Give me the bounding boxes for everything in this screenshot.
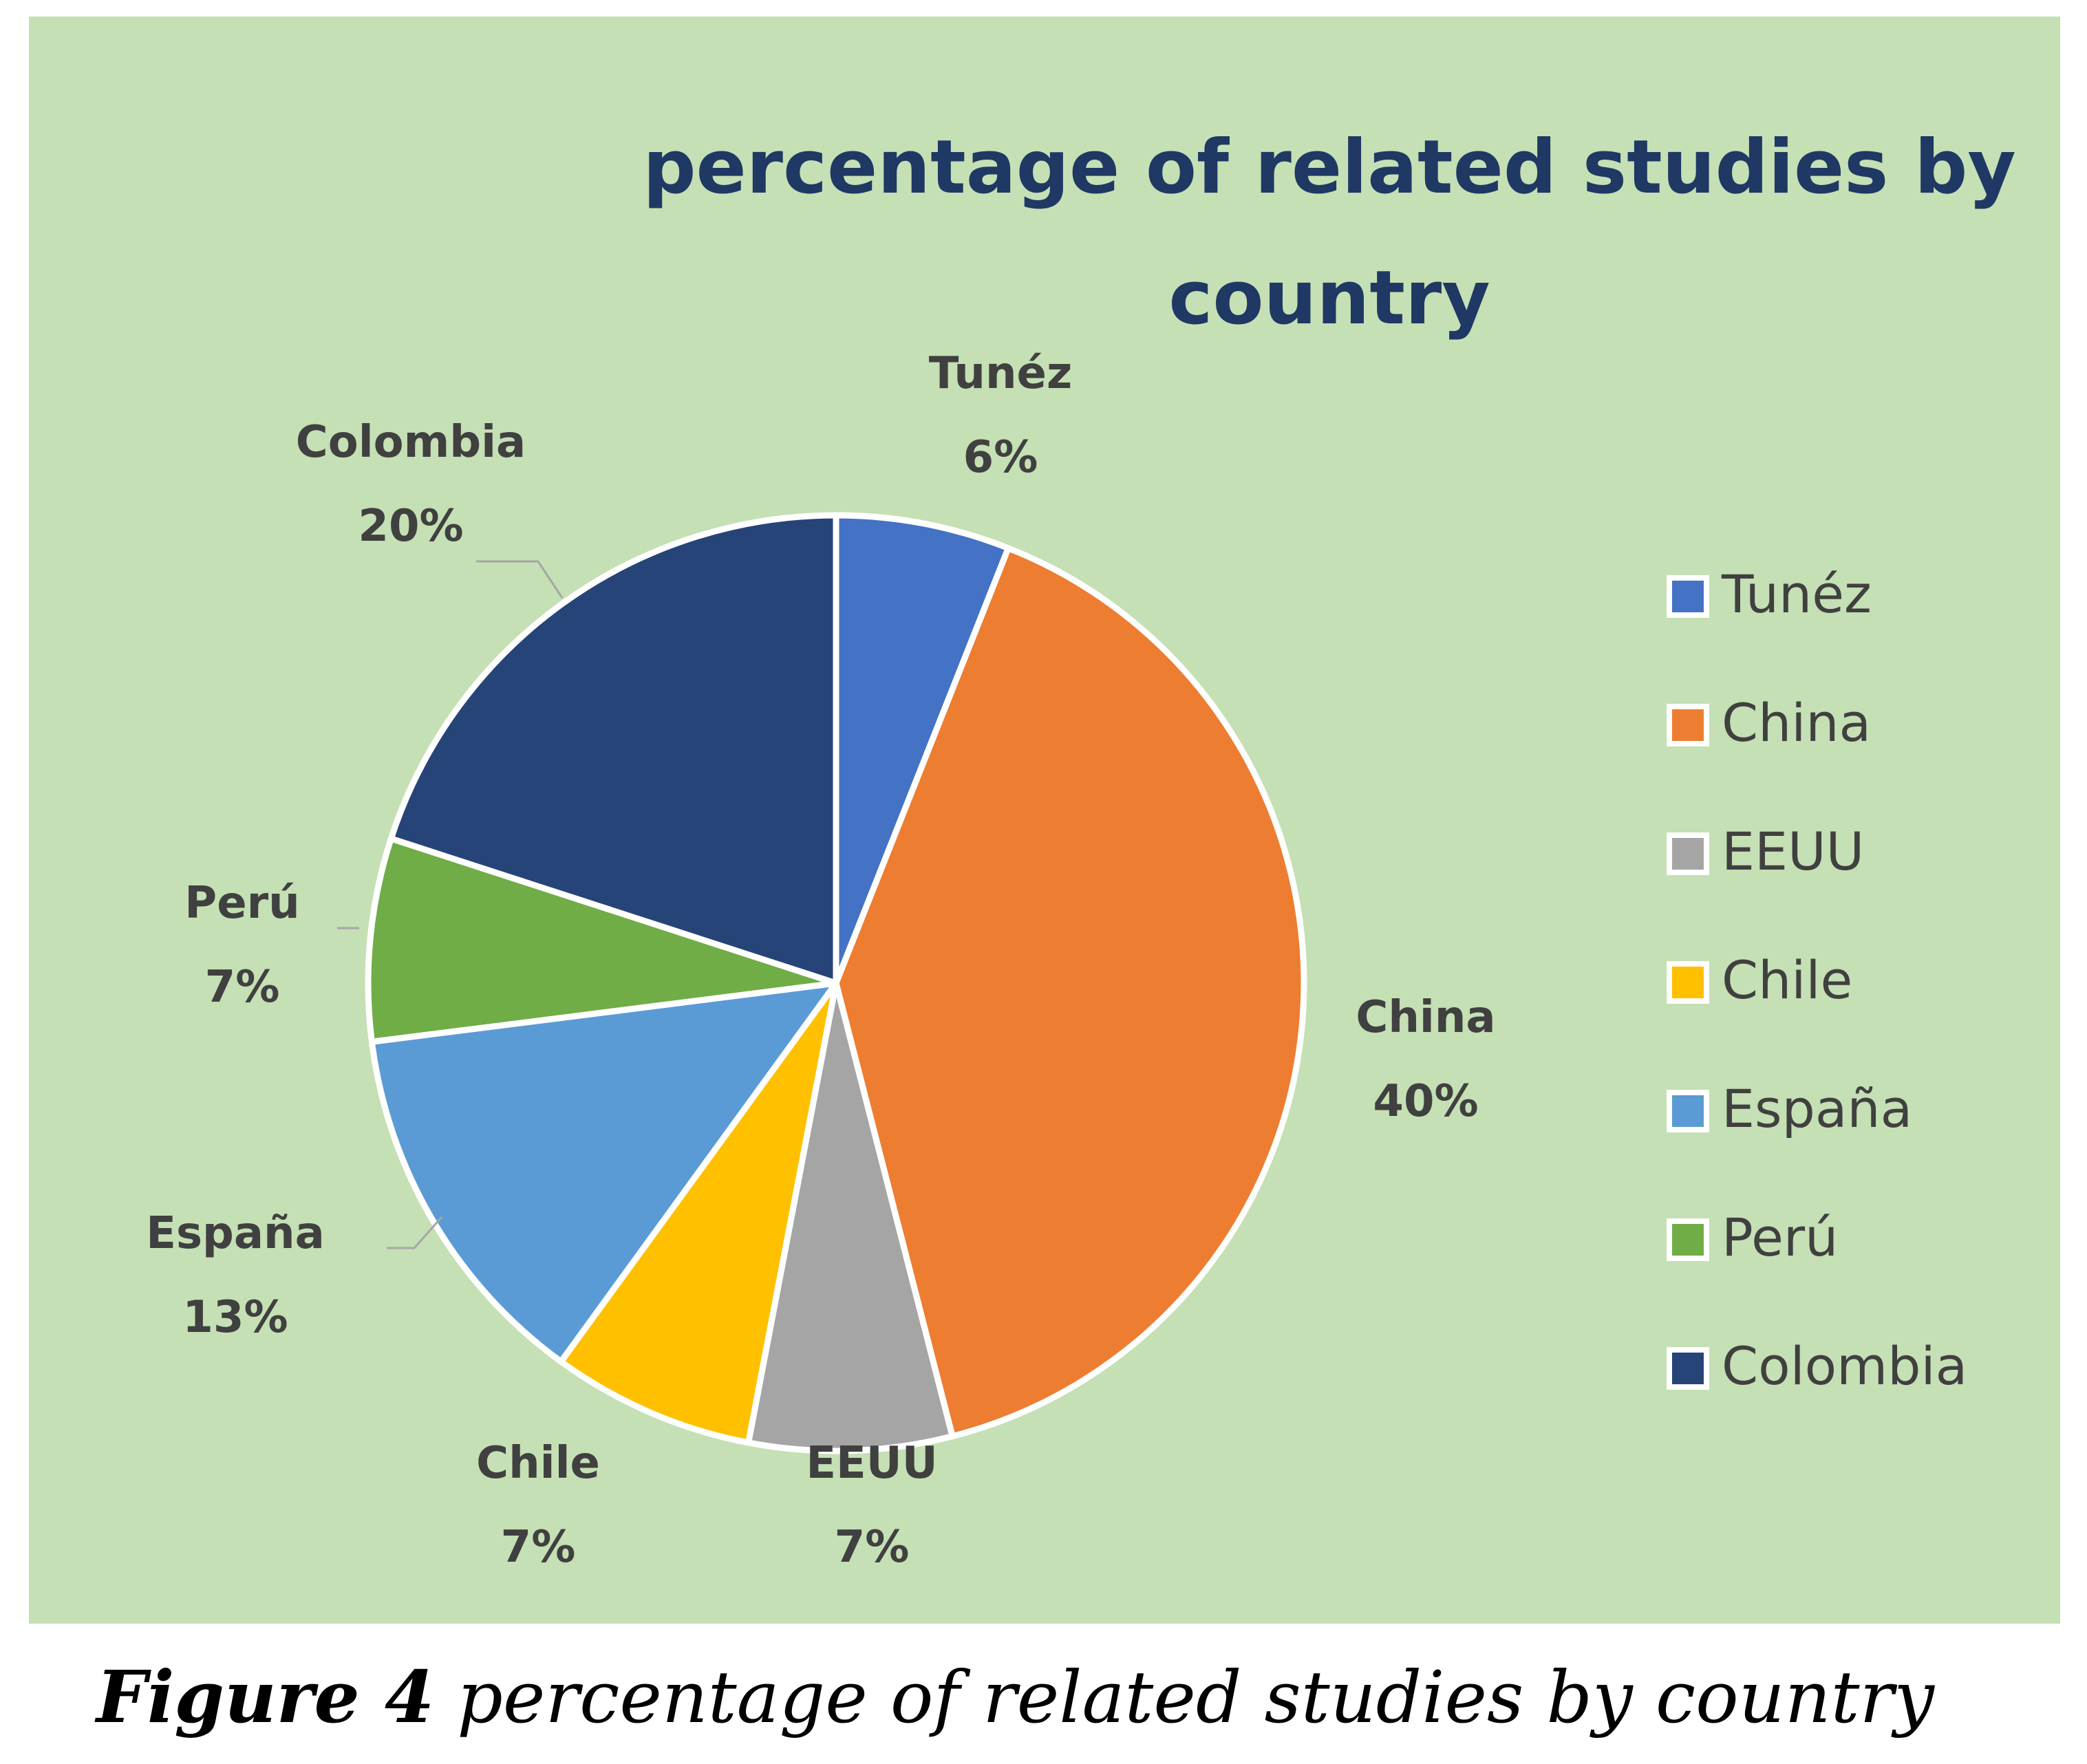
slice-label-category: China bbox=[1356, 992, 1495, 1043]
leader-line bbox=[476, 560, 564, 599]
slice-label-category: EEUU bbox=[806, 1438, 937, 1489]
pie-slices bbox=[365, 512, 1307, 1454]
slice-label-value: 20% bbox=[358, 501, 463, 552]
legend-swatch-españa bbox=[1672, 1095, 1704, 1127]
legend-swatch-tunéz bbox=[1672, 581, 1704, 612]
pie-slice-china bbox=[833, 545, 1307, 1440]
legend-label: EEUU bbox=[1722, 821, 1864, 882]
slice-label-category: Colombia bbox=[296, 417, 526, 468]
pie-slice-perú bbox=[365, 835, 839, 1045]
legend-swatch-chile bbox=[1672, 967, 1704, 998]
legend: Tunéz China EEUU Chile España Perú Colombia bbox=[1667, 563, 1967, 1397]
slice-label-value: 40% bbox=[1373, 1076, 1478, 1127]
legend-label: China bbox=[1722, 692, 1871, 753]
figure-caption-text: percentage of related studies by country bbox=[434, 1655, 1934, 1739]
legend-swatch-perú bbox=[1672, 1224, 1704, 1256]
slice-label-category: España bbox=[146, 1208, 325, 1259]
slice-label-value: 7% bbox=[835, 1522, 910, 1573]
slice-label-value: 6% bbox=[963, 432, 1038, 483]
chart-title-line-2: country bbox=[1168, 255, 1490, 341]
legend-label: Chile bbox=[1722, 949, 1852, 1011]
chart-title-line-1: percentage of related studies by bbox=[643, 125, 2016, 211]
leader-line bbox=[387, 1216, 443, 1249]
legend-swatch-eeuu bbox=[1672, 838, 1704, 870]
legend-label: España bbox=[1722, 1078, 1912, 1139]
pie-slice-españa bbox=[368, 980, 839, 1365]
chart-area: percentage of related studies by country… bbox=[29, 17, 2060, 1624]
pie-chart: percentage of related studies by country… bbox=[146, 125, 2016, 1573]
pie-slice-colombia bbox=[387, 512, 839, 987]
legend-label: Colombia bbox=[1722, 1335, 1967, 1397]
legend-swatch-colombia bbox=[1672, 1353, 1704, 1384]
slice-label-value: 13% bbox=[182, 1292, 288, 1343]
slice-label-value: 7% bbox=[205, 962, 280, 1013]
legend-swatch-china bbox=[1672, 709, 1704, 741]
slice-label-category: Chile bbox=[476, 1438, 600, 1489]
slice-label-category: Tunéz bbox=[929, 348, 1072, 399]
slice-label-category: Perú bbox=[184, 878, 299, 929]
slice-labels: Tunéz 6% China 40% EEUU 7% Chile 7% España 13% Per… bbox=[146, 348, 1495, 1573]
leader-lines bbox=[337, 560, 564, 1249]
legend-label: Tunéz bbox=[1721, 563, 1872, 625]
pie-slice-eeuu bbox=[745, 980, 956, 1454]
slice-label-value: 7% bbox=[501, 1522, 576, 1573]
figure-number: Figure 4 bbox=[96, 1655, 435, 1739]
legend-label: Perú bbox=[1722, 1207, 1838, 1268]
pie-slice-chile bbox=[557, 980, 839, 1446]
figure-caption: Figure 4 percentage of related studies b… bbox=[96, 1655, 1934, 1739]
